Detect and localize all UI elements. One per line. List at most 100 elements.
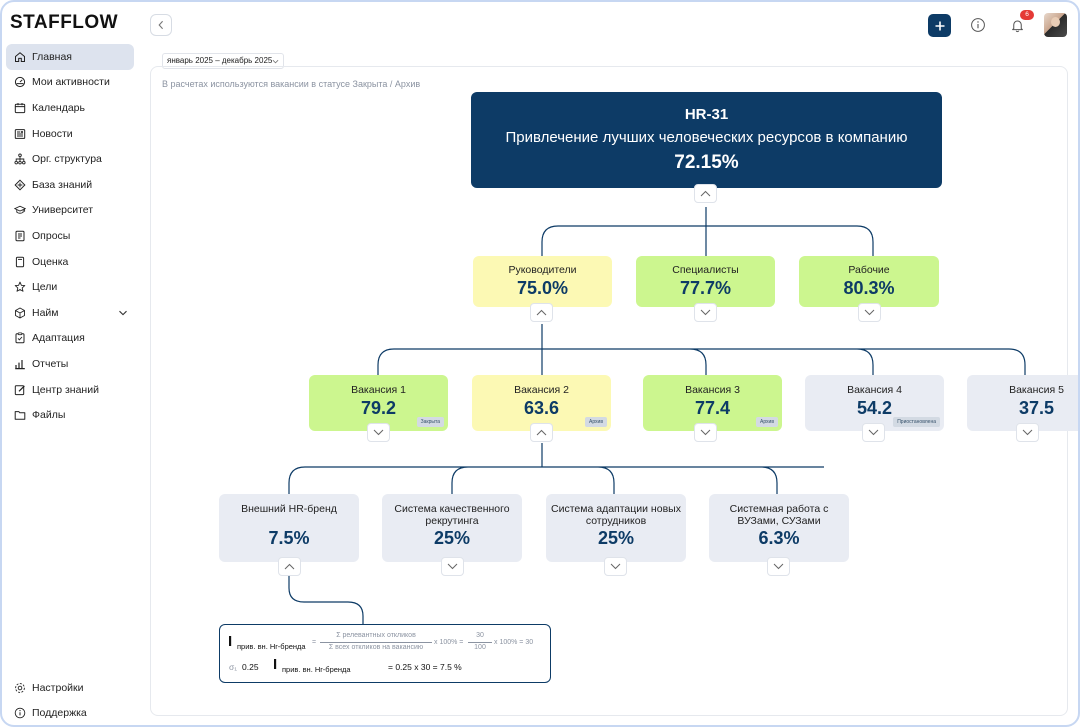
vacancy-card[interactable]: Вакансия 5 37.5 В	[967, 375, 1078, 431]
fraction-bar	[320, 642, 432, 643]
sidebar-item-calendar[interactable]: Календарь	[6, 95, 134, 121]
info-button[interactable]	[968, 15, 988, 35]
vacancy-label: Вакансия 2	[514, 384, 569, 396]
category-card-workers[interactable]: Рабочие 80.3%	[799, 256, 939, 307]
sidebar-item-label: Файлы	[32, 409, 66, 422]
category-value: 77.7%	[679, 278, 732, 298]
org-structure-icon	[14, 153, 26, 165]
sidebar-item-files[interactable]: Файлы	[6, 402, 134, 428]
expand-toggle-vacancy[interactable]	[694, 423, 717, 442]
sidebar-item-reports[interactable]: Отчеты	[6, 351, 134, 377]
formula-weight: 0.25	[242, 662, 259, 672]
period-select[interactable]: январь 2025 – декабрь 2025	[162, 53, 284, 69]
kpi-code: HR-31	[684, 106, 729, 123]
status-badge: Приостановлена	[893, 417, 940, 427]
sidebar-item-surveys[interactable]: Опросы	[6, 223, 134, 249]
factor-label: Системная работа с ВУЗами, СУЗами	[729, 503, 829, 527]
vacancy-card[interactable]: Вакансия 1 79.2 Закрыта	[309, 375, 448, 431]
vacancy-label: Вакансия 5	[1009, 384, 1064, 396]
sidebar-item-label: Поддержка	[32, 707, 87, 720]
sidebar-item-settings[interactable]: Настройки	[6, 675, 134, 701]
collapse-sidebar-button[interactable]	[150, 14, 172, 36]
info-icon	[14, 708, 26, 719]
sidebar-item-label: База знаний	[32, 178, 93, 191]
sidebar-item-university[interactable]: Университет	[6, 198, 134, 224]
notifications-button[interactable]	[1006, 14, 1028, 36]
formula-sigma: σ₁	[229, 662, 238, 672]
sidebar-item-org-structure[interactable]: Орг. структура	[6, 146, 134, 172]
factor-card[interactable]: Внешний HR-бренд 7.5%	[219, 494, 359, 562]
category-value: 75.0%	[516, 278, 569, 298]
vacancy-label: Вакансия 1	[351, 384, 406, 396]
expand-toggle-vacancy[interactable]	[367, 423, 390, 442]
factor-card[interactable]: Система качественного рекрутинга 25%	[382, 494, 522, 562]
sidebar-item-knowledge-center[interactable]: Центр знаний	[6, 377, 134, 403]
formula-symbol: I	[228, 633, 233, 650]
expand-toggle-specialists[interactable]	[694, 303, 717, 322]
sidebar-item-label: Мои активности	[32, 76, 110, 89]
sidebar-item-news[interactable]: Новости	[6, 121, 134, 147]
vacancy-label: Вакансия 3	[685, 384, 740, 396]
sidebar-item-knowledge-base[interactable]: База знаний	[6, 172, 134, 198]
folder-icon	[14, 411, 26, 420]
formula-subscript: прив. вн. Нr-бренда	[237, 642, 306, 651]
calendar-icon	[14, 102, 26, 114]
sidebar-item-label: Цели	[32, 281, 58, 294]
sidebar-item-activities[interactable]: Мои активности	[6, 70, 134, 96]
chevron-down-icon	[700, 429, 711, 436]
create-button[interactable]	[928, 14, 951, 37]
expand-toggle-vacancy[interactable]	[862, 423, 885, 442]
edit-icon	[14, 384, 25, 395]
collapse-toggle-managers[interactable]	[530, 303, 553, 322]
formula-symbol: I	[273, 656, 278, 673]
vacancy-card[interactable]: Вакансия 4 54.2 Приостановлена	[805, 375, 944, 431]
app-logo[interactable]: STAFFLOW	[10, 12, 119, 33]
status-badge: Закрыта	[416, 417, 444, 427]
plus-icon	[935, 21, 944, 30]
sidebar-item-label: Адаптация	[32, 332, 85, 345]
category-card-specialists[interactable]: Специалисты 77.7%	[636, 256, 775, 307]
settings-icon	[15, 682, 25, 693]
chevron-down-icon	[373, 429, 384, 436]
sidebar-item-label: Университет	[32, 204, 94, 217]
collapse-toggle-root[interactable]	[694, 184, 717, 203]
vacancy-card[interactable]: Вакансия 2 63.6 Архив	[472, 375, 611, 431]
sidebar-item-support[interactable]: Поддержка	[6, 701, 134, 725]
cube-icon	[15, 307, 25, 319]
expand-toggle-factor[interactable]	[604, 557, 627, 576]
collapse-toggle-vacancy[interactable]	[530, 423, 553, 442]
avatar[interactable]	[1044, 13, 1067, 37]
factor-card[interactable]: Система адаптации новых сотрудников 25%	[546, 494, 686, 562]
sidebar-bottom: Настройки Поддержка	[6, 675, 134, 725]
expand-toggle-factor[interactable]	[767, 557, 790, 576]
factor-value: 25%	[597, 528, 635, 548]
kpi-value: 72.15%	[674, 152, 739, 173]
vacancy-value: 77.4	[694, 398, 731, 418]
expand-toggle-factor[interactable]	[441, 557, 464, 576]
expand-toggle-workers[interactable]	[858, 303, 881, 322]
status-badge: Архив	[755, 417, 778, 427]
calculation-note: В расчетах используются вакансии в стату…	[162, 79, 421, 89]
chevron-up-icon	[284, 563, 295, 570]
kpi-root-card[interactable]: HR-31 Привлечение лучших человеческих ре…	[471, 92, 942, 188]
category-card-managers[interactable]: Руководители 75.0%	[473, 256, 612, 307]
sidebar-item-adaptation[interactable]: Адаптация	[6, 326, 134, 352]
factor-label: Система качественного рекрутинга	[394, 503, 510, 527]
vacancy-card[interactable]: Вакансия 3 77.4 Архив	[643, 375, 782, 431]
vacancy-label: Вакансия 4	[847, 384, 902, 396]
sidebar-item-hiring[interactable]: Найм	[6, 300, 134, 326]
formula-numerator: Σ релевантных откликов	[336, 632, 416, 639]
sidebar-item-label: Орг. структура	[32, 153, 102, 166]
newspaper-icon	[14, 128, 26, 139]
sidebar-item-home[interactable]: Главная	[6, 44, 134, 70]
sidebar-item-goals[interactable]: Цели	[6, 274, 134, 300]
factor-card[interactable]: Системная работа с ВУЗами, СУЗами 6.3%	[709, 494, 849, 562]
collapse-toggle-factor[interactable]	[278, 557, 301, 576]
chevron-down-icon	[700, 309, 711, 316]
sidebar-item-label: Центр знаний	[32, 383, 99, 396]
expand-toggle-vacancy[interactable]	[1016, 423, 1039, 442]
chevron-down-icon	[272, 59, 279, 64]
sidebar-item-evaluation[interactable]: Оценка	[6, 249, 134, 275]
category-value: 80.3%	[843, 278, 895, 298]
chevron-down-icon[interactable]	[118, 308, 128, 318]
